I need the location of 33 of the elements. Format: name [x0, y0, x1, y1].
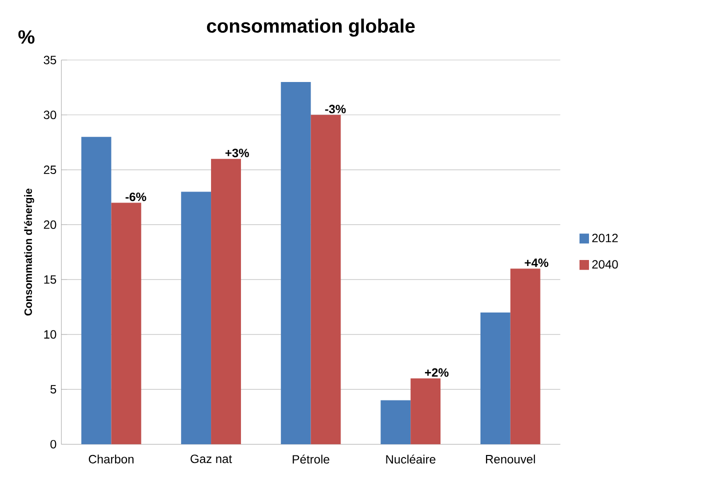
y-tick-label: 0	[50, 440, 56, 449]
x-tick-label: Charbon	[88, 454, 134, 464]
bar	[510, 268, 540, 444]
y-tick-label: 30	[44, 110, 56, 120]
text: %	[18, 30, 34, 44]
annotation: -3%	[325, 104, 346, 114]
y-axis-title: Consommation d'énergie	[24, 188, 34, 316]
annotation: +3%	[225, 148, 249, 158]
annotation: -6%	[126, 192, 146, 202]
y-tick-label: 20	[44, 220, 56, 229]
bar	[280, 82, 311, 444]
y-tick-label: 15	[44, 275, 56, 284]
x-tick-label: Pétrole	[292, 454, 330, 464]
bar	[181, 192, 212, 444]
y-tick-label: 35	[44, 56, 56, 64]
bar	[111, 202, 142, 444]
x-tick-label: Gaz nat	[190, 454, 232, 464]
legend-label: 2040	[592, 260, 618, 269]
bar	[410, 378, 441, 444]
bar	[480, 312, 510, 444]
y-tick-label: 10	[44, 330, 56, 339]
bar	[310, 114, 341, 444]
bar	[380, 400, 411, 444]
x-tick-label: Nucléaire	[386, 454, 436, 464]
annotation: +4%	[524, 258, 548, 268]
x-tick-label: Renouvel	[486, 454, 535, 464]
chart-title: consommation globale	[206, 18, 415, 37]
bar	[211, 158, 241, 444]
annotation: +2%	[424, 368, 449, 377]
bar	[81, 136, 112, 444]
y-tick-label: 25	[44, 166, 56, 174]
legend-label: 2012	[592, 234, 618, 242]
y-tick-label: 5	[50, 385, 56, 394]
